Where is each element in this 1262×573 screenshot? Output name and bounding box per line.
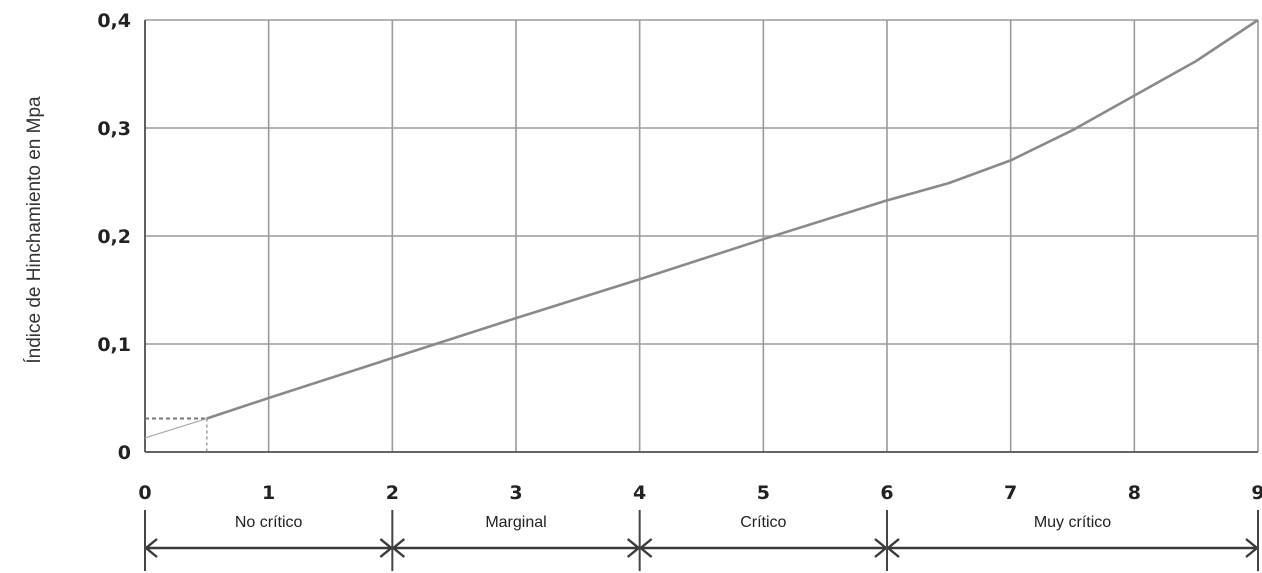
- category-range-0: No crítico: [144, 514, 394, 558]
- category-label: Muy crítico: [1034, 514, 1111, 531]
- grid: [144, 19, 1259, 453]
- x-tick-label-2: 2: [386, 482, 399, 504]
- axes: [144, 20, 1258, 453]
- category-range-1: Marginal: [391, 514, 641, 558]
- category-label: Marginal: [485, 514, 546, 531]
- x-tick-label-8: 8: [1128, 482, 1141, 504]
- x-tick-label-7: 7: [1004, 482, 1017, 504]
- series-layer: [144, 18, 1259, 452]
- y-tick-label-4: 0,4: [97, 10, 131, 32]
- x-tick-label-1: 1: [262, 482, 275, 504]
- category-range-2: Crítico: [638, 514, 888, 558]
- x-tick-label-4: 4: [633, 482, 646, 504]
- category-label: No crítico: [235, 514, 303, 531]
- extrapolation-line: [144, 417, 208, 439]
- category-ranges: No crítico Marginal Crítico Muy crítico: [144, 510, 1259, 571]
- x-tick-label-9: 9: [1251, 482, 1262, 504]
- series-line-0: [206, 18, 1259, 420]
- tick-labels: 0 0,1 0,2 0,3 0,4 0 1 2 3 4 5 6 7 8 9: [97, 10, 1262, 504]
- x-tick-label-6: 6: [880, 482, 893, 504]
- y-tick-label-0: 0: [118, 442, 131, 464]
- x-tick-label-5: 5: [757, 482, 770, 504]
- y-tick-label-2: 0,2: [97, 226, 131, 248]
- x-tick-label-3: 3: [509, 482, 522, 504]
- x-tick-label-0: 0: [138, 482, 151, 504]
- y-tick-label-3: 0,3: [97, 118, 131, 140]
- category-range-3: Muy crítico: [886, 514, 1259, 558]
- category-label: Crítico: [740, 514, 786, 531]
- y-tick-label-1: 0,1: [97, 334, 131, 356]
- y-axis-label: Índice de Hinchamiento en Mpa: [24, 96, 45, 364]
